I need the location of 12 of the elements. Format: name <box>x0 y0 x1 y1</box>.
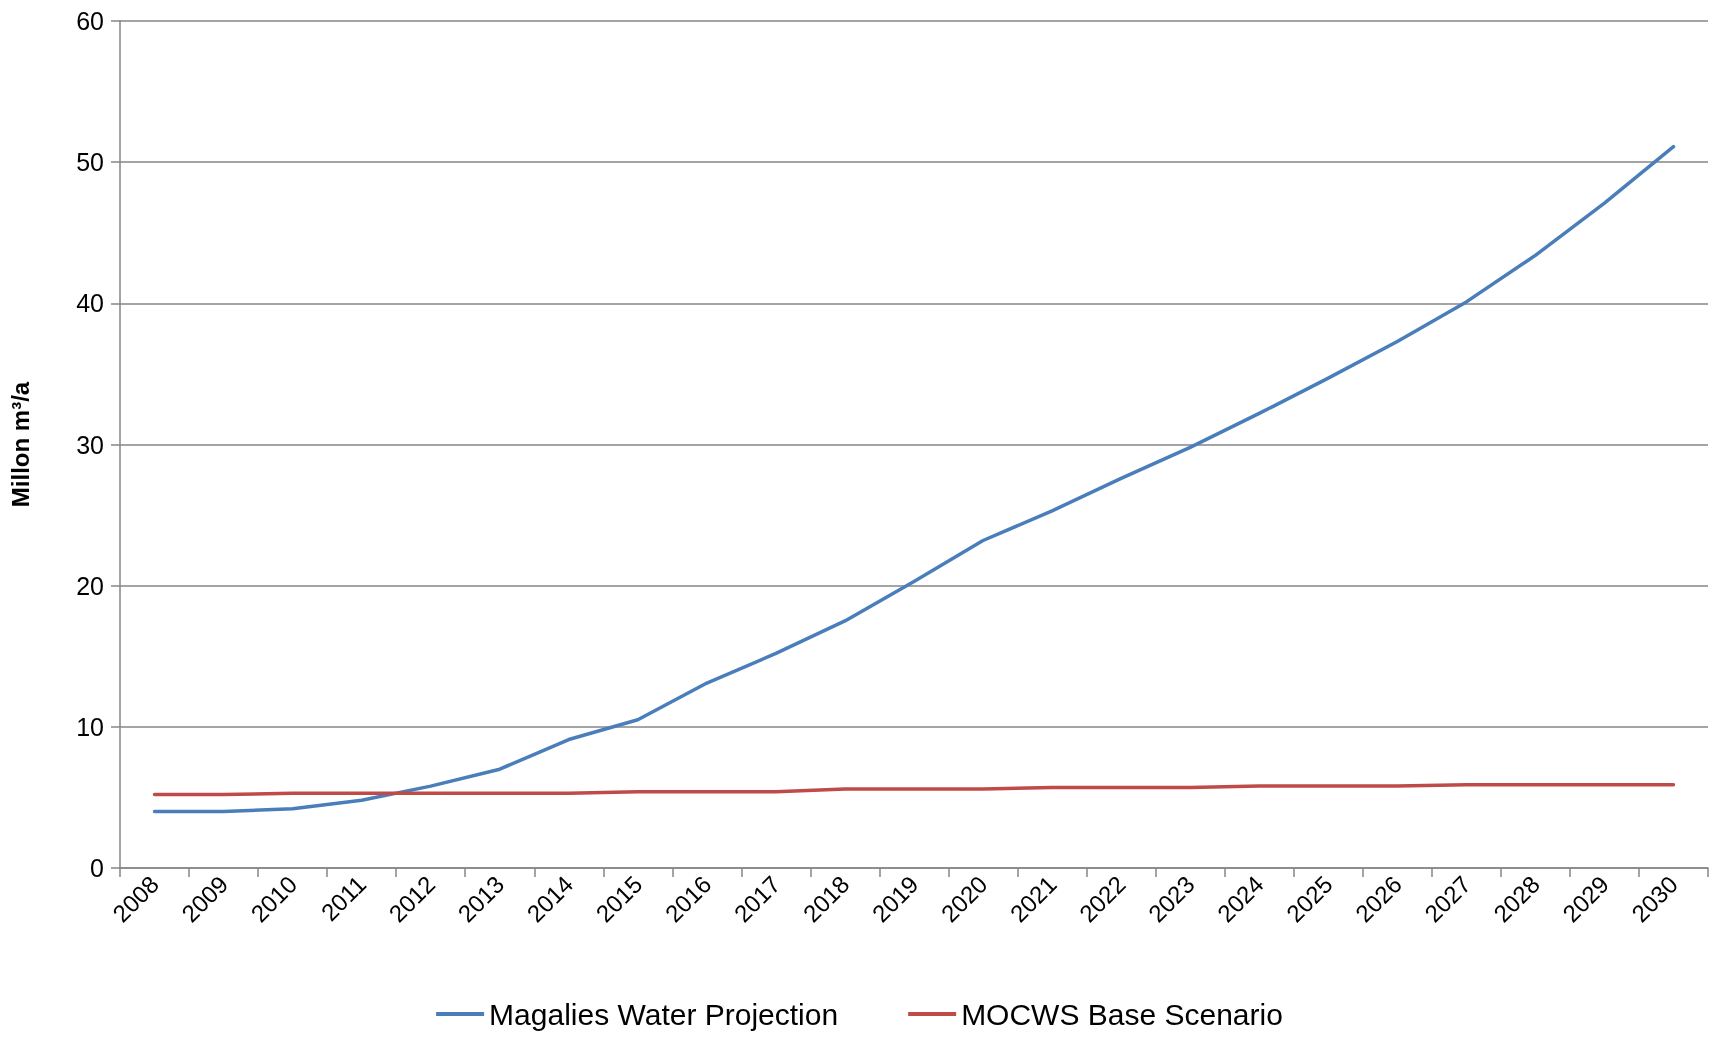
line-series <box>152 782 1676 797</box>
y-tick-label: 50 <box>76 148 104 177</box>
line-series <box>152 144 1676 814</box>
y-tick-label: 30 <box>76 430 104 459</box>
y-tick-label: 0 <box>90 854 104 882</box>
y-tick-label: 40 <box>76 289 104 318</box>
legend-label: Magalies Water Projection <box>489 997 839 1031</box>
y-tick-label: 20 <box>76 571 104 600</box>
y-tick-label: 10 <box>76 712 104 741</box>
y-axis-title: Millon m³/a <box>6 381 34 508</box>
legend-label: MOCWS Base Scenario <box>961 997 1283 1031</box>
y-tick-label: 60 <box>76 7 104 35</box>
